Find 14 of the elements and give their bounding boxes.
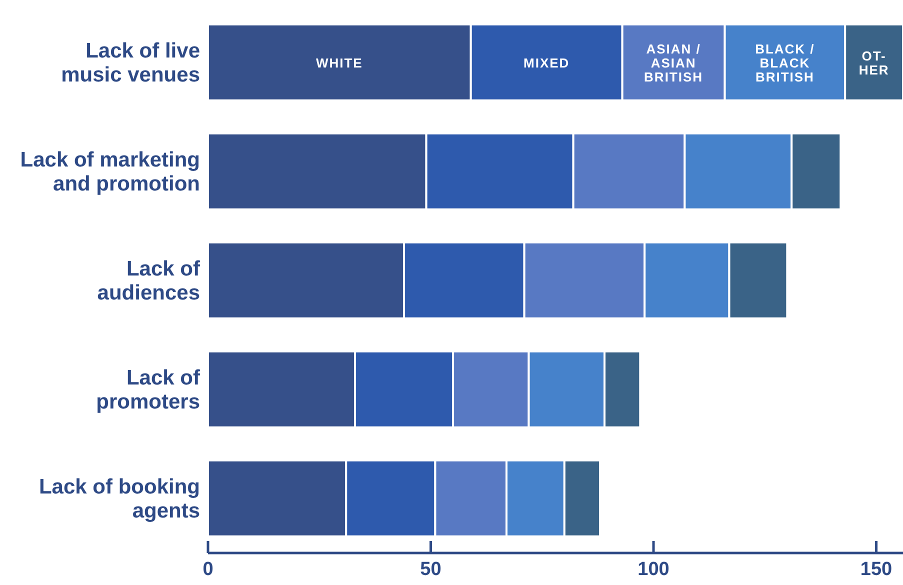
y-tick-label: Lack of audiences [97, 257, 201, 304]
series-label: OT-HER [858, 48, 890, 77]
x-tick-label: 50 [420, 559, 442, 580]
series-label: BLACK / BLACK BRITISH [755, 40, 815, 84]
series-label: ASIAN / ASIAN BRITISH [644, 40, 704, 84]
y-tick-label: Lack of promoters [96, 366, 201, 413]
x-tick-label: 0 [202, 559, 214, 580]
y-tick-label: Lack of booking agents [38, 475, 200, 522]
x-tick-label: 100 [638, 559, 670, 580]
series-label: MIXED [524, 54, 570, 70]
y-tick-label: Lack of live music venues [61, 39, 200, 86]
series-label: WHITE [316, 54, 363, 70]
y-tick-label: Lack of marketing and promotion [20, 148, 200, 195]
x-tick-label: 150 [860, 559, 892, 580]
